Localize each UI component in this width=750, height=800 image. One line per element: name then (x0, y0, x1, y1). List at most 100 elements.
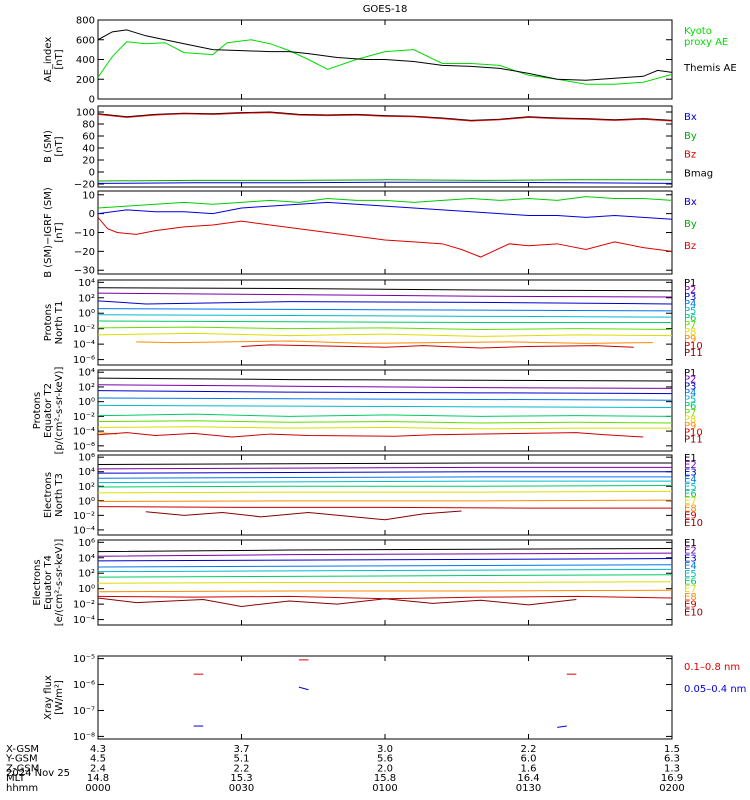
legend-item: E6 (684, 489, 697, 500)
legend-item: P6 (684, 313, 696, 324)
y-tick-label: 10² (78, 482, 95, 493)
series-e2 (98, 466, 672, 470)
legend-item: E5 (684, 482, 697, 493)
series-p1 (98, 287, 672, 292)
series-e6 (98, 485, 672, 488)
panel-5: 10⁻⁶ 10⁻⁴ 10⁻² 10⁰ 10² 10⁴ Protons Equator T2 [p… (32, 367, 703, 455)
y-axis-label: B (SM)−IGRF (SM) (43, 187, 54, 278)
series-e7 (98, 490, 672, 494)
y-axis-label: [W/m²] (54, 680, 65, 715)
y-tick-label: −20 (74, 247, 95, 258)
x-row-name: Z-GSM (6, 763, 39, 774)
panel-8: 10⁻⁸ 10⁻⁷ 10⁻⁶ 10⁻⁵ Xray flux [W/m²] 0.1–0.8 n… (43, 654, 746, 743)
series-p10 (241, 344, 634, 349)
series-e9 (98, 506, 672, 509)
y-tick-label: 200 (76, 75, 95, 86)
panel-7: 10⁻⁴ 10⁻² 10⁰ 10² 10⁴ 10⁶ Electrons Equator T4[… (32, 538, 703, 626)
series-p3 (98, 300, 672, 305)
y-axis-label: [nT] (54, 222, 65, 242)
series-p6 (98, 320, 672, 323)
y-axis-label: Electrons (32, 559, 43, 605)
series-p5 (98, 314, 672, 318)
series-group (98, 196, 672, 258)
series-p9 (136, 340, 653, 344)
x-row-value: 0000 (85, 783, 110, 794)
x-row-value: 15.8 (374, 773, 396, 784)
legend-item: E10 (684, 607, 703, 618)
y-axis-label: [p/(cm²-s-sr-keV)] (54, 367, 65, 455)
x-row-value: 2.4 (90, 763, 106, 774)
x-row-value: 1.6 (521, 763, 537, 774)
legend-item: Bmag (684, 168, 713, 179)
legend-item: P11 (684, 434, 703, 445)
y-tick-label: 10⁻⁶ (73, 355, 95, 366)
legend-item: E9 (684, 600, 697, 611)
legend-item: E5 (684, 569, 697, 580)
legend-item: E8 (684, 592, 697, 603)
x-row-value: 0200 (659, 783, 684, 794)
y-tick-label: 10⁴ (78, 278, 95, 289)
series-p8 (98, 332, 672, 337)
x-row-value: 2.2 (234, 763, 250, 774)
x-row-value: 4.5 (90, 754, 106, 765)
y-tick-label: 20 (82, 156, 95, 167)
series-group (98, 462, 672, 521)
x-row-value: 16.9 (661, 773, 683, 784)
x-row-value: 6.0 (521, 754, 537, 765)
legend-item: P5 (684, 306, 696, 317)
legend-item: P6 (684, 401, 696, 412)
series-bz (98, 112, 672, 122)
series-e7 (98, 581, 672, 584)
legend-item: P9 (684, 421, 696, 432)
series-p8 (98, 426, 672, 430)
legend-item: By (684, 219, 697, 230)
series-e4 (98, 564, 672, 568)
legend-item: P11 (684, 348, 703, 359)
legend-item: Kyoto (684, 26, 712, 37)
series-p7 (98, 326, 672, 330)
series-e6 (98, 574, 672, 578)
x-row-value: 3.0 (377, 744, 393, 755)
series-by (98, 196, 672, 209)
y-tick-label: 10² (78, 382, 95, 393)
panel-frame (97, 369, 673, 452)
legend-item: E7 (684, 496, 697, 507)
series-p5 (98, 404, 672, 409)
y-axis-label: North T1 (54, 301, 65, 345)
x-row-value: 5.1 (234, 754, 250, 765)
legend-item: E4 (684, 475, 697, 486)
legend-item: P2 (684, 375, 696, 386)
legend-item: E1 (684, 538, 697, 549)
legend-item: E8 (684, 503, 697, 514)
y-tick-label: 60 (82, 132, 95, 143)
y-tick-label: 10⁴ (78, 368, 95, 379)
y-tick-label: 10⁻⁸ (73, 732, 95, 743)
y-axis-label: Equator T4 (43, 555, 54, 610)
x-row-value: 1.5 (664, 744, 680, 755)
legend-item: P3 (684, 381, 696, 392)
y-tick-label: 0 (89, 95, 95, 106)
y-tick-label: 10² (78, 293, 95, 304)
x-row-value: 15.3 (230, 773, 252, 784)
x-row-value: 0100 (372, 783, 397, 794)
y-tick-label: 10⁻⁶ (73, 680, 95, 691)
legend-item: E3 (684, 467, 697, 478)
series-0-05-0-4-nm (557, 725, 567, 728)
y-tick-label: 10⁻⁴ (73, 525, 95, 536)
series-e3 (98, 558, 672, 562)
legend-item: 0.05–0.4 nm (684, 684, 746, 695)
legend-item: E3 (684, 553, 697, 564)
legend-item: E1 (684, 453, 697, 464)
x-row-value: 0130 (516, 783, 541, 794)
series-by (98, 179, 672, 182)
legend-item: P9 (684, 334, 696, 345)
legend-item: E4 (684, 561, 697, 572)
legend-item: P10 (684, 428, 703, 439)
legend-item: P1 (684, 368, 696, 379)
legend-item: E6 (684, 577, 697, 588)
series-e4 (98, 476, 672, 479)
series-e8 (98, 499, 672, 503)
series-e5 (98, 568, 672, 573)
y-tick-label: 10⁻² (73, 600, 95, 611)
